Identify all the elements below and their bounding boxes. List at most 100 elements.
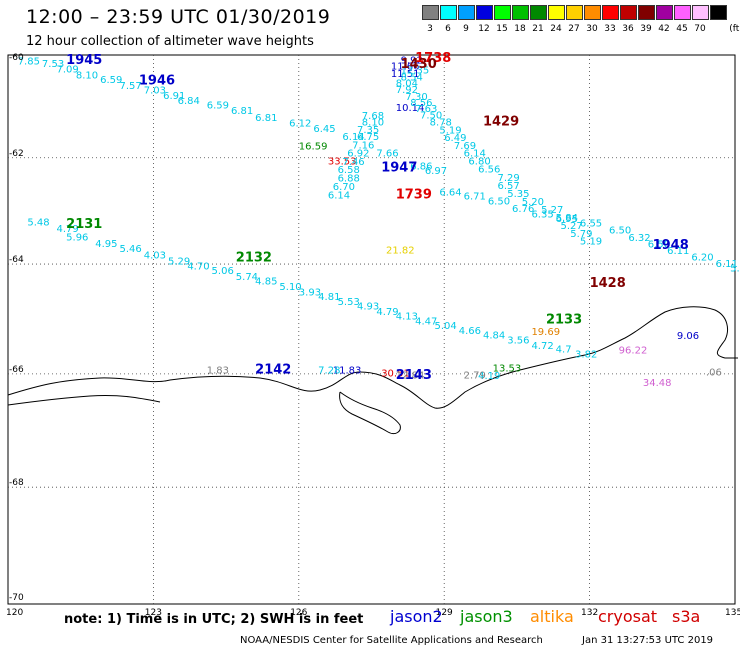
ice-tongue-path [339,391,401,435]
wave-value-5-15: 7.66 [376,149,398,160]
wave-value-5-89: 3.56 [507,335,529,346]
wave-value-5-37: 5.27 [541,205,563,216]
wave-value-5-80: 4.81 [318,292,340,303]
pass-label-11: 2133 [546,312,582,327]
wave-value-5-48: 7.46 [342,157,364,168]
wave-value-5-4: 6.59 [100,75,122,86]
wave-value-5-5: 7.57 [119,81,141,92]
wave-value-5-56: 6.76 [512,204,534,215]
antarctic-coastline [7,306,738,435]
lat-tick--62: -62 [9,149,24,159]
wave-value-5-17: 6.97 [425,166,447,177]
pass-label-0: 1945 [66,53,102,68]
colorbar-swatch-3 [476,5,493,20]
wave-value-5-40: 5.79 [570,229,592,240]
pass-label-5: 1947 [381,160,417,175]
pass-label-7: 2131 [66,217,102,232]
wave-value-5-49: 6.58 [338,165,360,176]
wave-value-5-23: 8.56 [410,98,432,109]
wave-value-5-62: 6.50 [648,239,670,250]
map-frame [7,54,736,605]
wave-value-5-32: 6.56 [478,164,500,175]
legend-cryosat: cryosat [598,607,658,626]
colorbar-swatch-0 [422,5,439,20]
wave-value-5-10: 6.81 [231,106,253,117]
wave-value-0-0: 9.92 [401,56,423,67]
wave-value-0-2: 11.51 [391,69,420,80]
wave-value-5-13: 6.45 [313,124,335,135]
wave-value-5-67: 5.48 [27,217,49,228]
pass-label-9: 1948 [653,238,689,253]
wave-value-5-73: 5.29 [168,257,190,268]
wave-value-5-19: 8.54 [401,72,423,83]
coastline-path [7,306,738,409]
wave-value-5-39: 5.27 [561,221,583,232]
corner-lon-right: 135 [725,608,740,618]
wave-value-5-50: 6.88 [338,173,360,184]
lon-tick-129: 129 [436,608,453,618]
wave-value-5-84: 4.13 [396,312,418,323]
wave-value-5-24: 7.63 [415,104,437,115]
wave-value-5-26: 8.78 [430,118,452,129]
colorbar-label-14: 45 [676,24,688,34]
wave-value-5-7: 6.91 [163,91,185,102]
wave-value-5-22: 7.30 [405,92,427,103]
wave-value-0-3: 10.14 [396,103,425,114]
wave-value-5-82: 4.93 [357,302,379,313]
colorbar-swatch-12 [638,5,655,20]
wave-value-1-1: 13.53 [493,364,522,375]
colorbar-swatch-2 [458,5,475,20]
wave-value-5-58: 6.95 [556,214,578,225]
wave-value-5-94: 4.19 [478,371,500,382]
wave-value-5-21: 7.92 [396,85,418,96]
wave-value-5-9: 6.59 [207,101,229,112]
wave-value-3-0: 33.53 [328,157,357,168]
wave-value-6-2: 2.79 [464,370,486,381]
wave-value-5-65: 6.11 [716,259,738,270]
colorbar-label-3: 12 [478,24,490,34]
pass-label-6: 1739 [396,187,432,202]
wave-value-5-55: 6.50 [488,197,510,208]
wave-value-4-0: 96.22 [619,345,648,356]
wave-value-5-25: 7.50 [420,110,442,121]
legend-jason2: jason2 [390,607,443,626]
wave-value-6-0: 1.83 [207,365,229,376]
wave-value-5-54: 6.71 [464,191,486,202]
colorbar-label-9: 30 [586,24,598,34]
wave-value-5-70: 4.95 [95,239,117,250]
wave-value-5-63: 6.11 [667,246,689,257]
wave-value-5-66: 5.61 [730,264,740,275]
wave-value-5-72: 4.03 [144,251,166,262]
wave-value-7-0: 21.82 [386,245,415,256]
lon-tick-132: 132 [581,608,598,618]
wave-value-6-3: .06 [706,368,722,379]
wave-value-5-28: 6.49 [444,133,466,144]
colorbar-label-11: 36 [622,24,634,34]
colorbar-label-15: 70 [694,24,706,34]
wave-value-2-0: 19.69 [531,327,560,338]
colorbar-label-10: 33 [604,24,616,34]
wave-value-5-74: 4.70 [187,261,209,272]
wave-value-5-35: 5.35 [507,189,529,200]
wave-value-5-92: 3.82 [575,350,597,361]
colorbar-swatch-1 [440,5,457,20]
corner-lat-bottom: -70 [9,593,24,603]
wave-value-5-30: 6.14 [464,149,486,160]
page-title: 12:00 – 23:59 UTC 01/30/2019 [26,6,331,28]
wave-value-5-61: 6.32 [628,233,650,244]
colorbar-swatch-11 [620,5,637,20]
colorbar-unit: (ft) [729,24,740,34]
colorbar-label-13: 42 [658,24,670,34]
colorbar-swatch-10 [602,5,619,20]
lat-tick--64: -64 [9,255,24,265]
lat-tick--68: -68 [9,478,24,488]
colorbar-label-2: 9 [463,24,469,34]
wave-value-5-51: 6.70 [333,182,355,193]
legend-jason3: jason3 [460,607,513,626]
coastline-west-path [7,394,161,406]
wave-value-5-1: 7.53 [42,59,64,70]
page-subtitle: 12 hour collection of altimeter wave hei… [26,34,314,49]
pass-label-12: 2142 [255,362,291,377]
wave-value-5-0: 7.85 [18,57,40,68]
colorbar-label-4: 15 [496,24,508,34]
